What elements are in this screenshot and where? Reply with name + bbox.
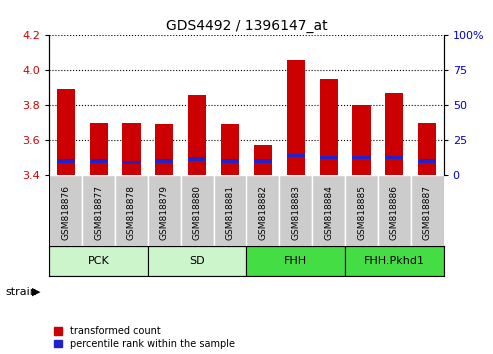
Legend: transformed count, percentile rank within the sample: transformed count, percentile rank withi…	[54, 326, 235, 349]
Bar	[254, 159, 272, 162]
Bar	[49, 246, 148, 276]
Bar	[319, 156, 338, 159]
Text: GSM818886: GSM818886	[390, 185, 399, 240]
Text: GSM818882: GSM818882	[258, 185, 267, 240]
Bar	[188, 157, 206, 161]
Bar	[49, 175, 82, 246]
Bar	[254, 145, 272, 175]
Text: GSM818885: GSM818885	[357, 185, 366, 240]
Text: FHH.Pkhd1: FHH.Pkhd1	[364, 256, 425, 266]
Bar	[319, 79, 338, 175]
Bar	[345, 175, 378, 246]
Text: GSM818879: GSM818879	[160, 185, 169, 240]
Bar	[90, 159, 107, 162]
Bar	[418, 122, 436, 175]
Text: GSM818883: GSM818883	[291, 185, 300, 240]
Bar	[221, 159, 239, 162]
Bar	[418, 159, 436, 162]
Bar	[181, 175, 213, 246]
Text: SD: SD	[189, 256, 205, 266]
Bar	[115, 175, 148, 246]
Bar	[148, 246, 246, 276]
Text: GSM818880: GSM818880	[193, 185, 202, 240]
Bar	[188, 95, 206, 175]
Bar	[411, 175, 444, 246]
Bar	[352, 156, 371, 159]
Text: FHH: FHH	[284, 256, 307, 266]
Text: GSM818878: GSM818878	[127, 185, 136, 240]
Title: GDS4492 / 1396147_at: GDS4492 / 1396147_at	[166, 19, 327, 33]
Bar	[122, 122, 141, 175]
Bar	[312, 175, 345, 246]
Text: GSM818876: GSM818876	[61, 185, 70, 240]
Text: strain: strain	[5, 287, 37, 297]
Bar	[82, 175, 115, 246]
Bar	[246, 175, 280, 246]
Bar	[90, 122, 107, 175]
Text: PCK: PCK	[88, 256, 109, 266]
Bar	[352, 105, 371, 175]
Bar	[221, 124, 239, 175]
Bar	[155, 159, 174, 162]
Bar	[213, 175, 246, 246]
Bar	[287, 60, 305, 175]
Bar	[287, 154, 305, 157]
Bar	[155, 124, 174, 175]
Bar	[122, 161, 141, 164]
Text: GSM818877: GSM818877	[94, 185, 103, 240]
Bar	[378, 175, 411, 246]
Text: GSM818887: GSM818887	[423, 185, 432, 240]
Bar	[246, 246, 345, 276]
Text: GSM818881: GSM818881	[226, 185, 235, 240]
Bar	[280, 175, 312, 246]
Bar	[386, 93, 403, 175]
Bar	[386, 156, 403, 159]
Bar	[57, 159, 75, 162]
Text: GSM818884: GSM818884	[324, 185, 333, 240]
Bar	[57, 90, 75, 175]
Bar	[148, 175, 181, 246]
Bar	[345, 246, 444, 276]
Text: ▶: ▶	[32, 287, 40, 297]
